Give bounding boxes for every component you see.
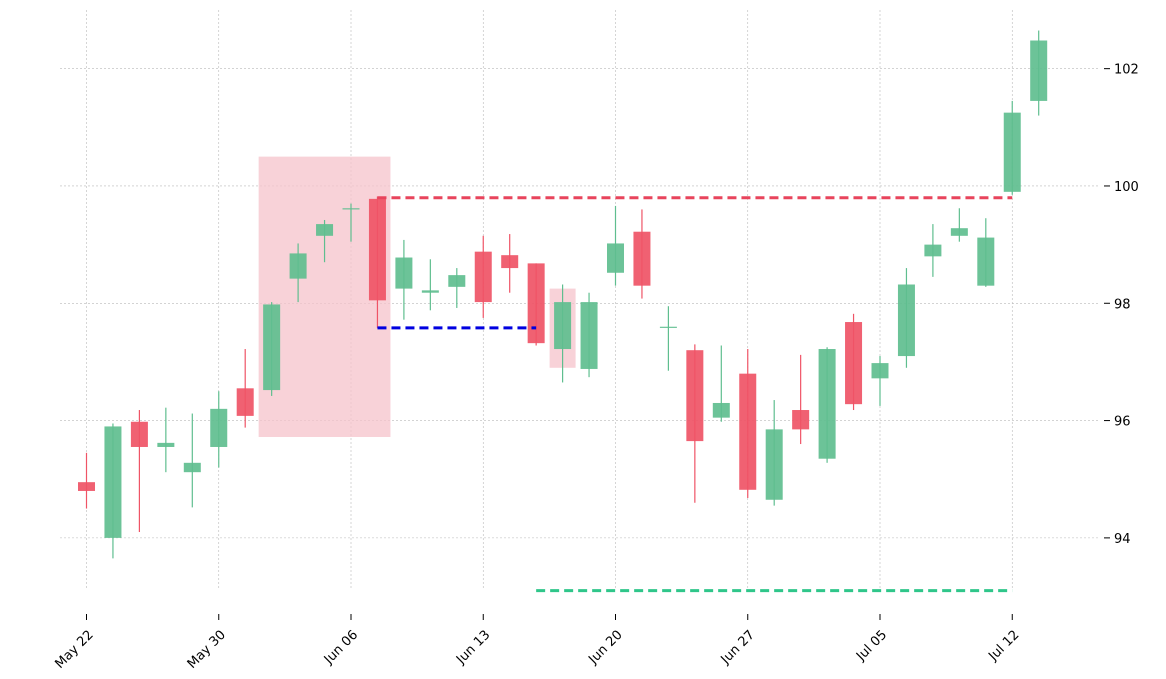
x-tick-label: Jul 05 — [853, 628, 890, 665]
candle-body-up — [950, 228, 968, 236]
y-tick-label: 98 — [1114, 297, 1131, 312]
candle-body-up — [607, 243, 624, 273]
candle-body-down — [792, 410, 810, 430]
highlight-zone — [258, 156, 391, 437]
candles — [78, 30, 1048, 559]
x-tick-label: Jul 12 — [985, 628, 1022, 665]
candle-body-up — [421, 290, 439, 293]
y-tick-label: 96 — [1114, 415, 1131, 430]
candle-body-down — [130, 421, 148, 447]
candle-body-down — [845, 322, 863, 405]
candle-body-down — [236, 388, 254, 416]
candle-body-up — [712, 402, 730, 418]
y-tick-label: 102 — [1114, 63, 1139, 78]
y-tick-label: 100 — [1114, 180, 1139, 195]
candle-body-up — [1003, 112, 1021, 192]
candle-body-up — [659, 326, 677, 328]
grid — [60, 10, 1098, 590]
candle-body-up — [183, 462, 201, 473]
x-tick-label: Jun 13 — [453, 628, 493, 668]
x-tick-label: Jun 27 — [718, 628, 758, 668]
candle-body-up — [1030, 40, 1048, 101]
candle-body-down — [686, 350, 704, 442]
level-lines — [377, 196, 1013, 593]
x-tick-label: May 22 — [52, 628, 96, 672]
x-tick-label: Jun 06 — [321, 628, 361, 668]
candle-body-up — [871, 363, 889, 379]
candle-body-down — [78, 482, 95, 491]
candle-body-down — [739, 373, 757, 490]
candle-body-down — [633, 231, 651, 286]
candle-body-up — [580, 302, 598, 369]
x-tick-label: Jun 20 — [585, 628, 625, 668]
candle-body-up — [554, 302, 572, 350]
candle-body-up — [210, 408, 228, 447]
y-tick-label: 94 — [1114, 532, 1131, 547]
candle-body-down — [501, 255, 519, 269]
candle-body-up — [342, 208, 360, 210]
x-axis: May 22 May 30 Jun 06 Jun 13 Jun 20 Jun 27 Jul … — [52, 614, 1022, 672]
candle-body-up — [897, 284, 915, 357]
candle-body-up — [316, 224, 334, 236]
x-tick-label: May 30 — [185, 628, 229, 672]
candle-body-down — [474, 251, 492, 303]
candle-body-down — [527, 263, 545, 344]
candle-body-up — [395, 257, 413, 289]
candle-body-up — [448, 275, 466, 287]
candle-body-up — [104, 426, 122, 538]
candle-body-up — [818, 349, 836, 459]
candle-body-up — [924, 244, 942, 257]
candle-body-down — [368, 198, 386, 301]
candle-body-up — [157, 442, 175, 447]
candle-body-up — [765, 429, 783, 500]
candle-body-up — [289, 253, 307, 279]
candle-body-up — [977, 237, 995, 286]
y-axis: 94 96 98 100 102 — [1104, 63, 1139, 547]
candle-body-up — [263, 304, 281, 391]
